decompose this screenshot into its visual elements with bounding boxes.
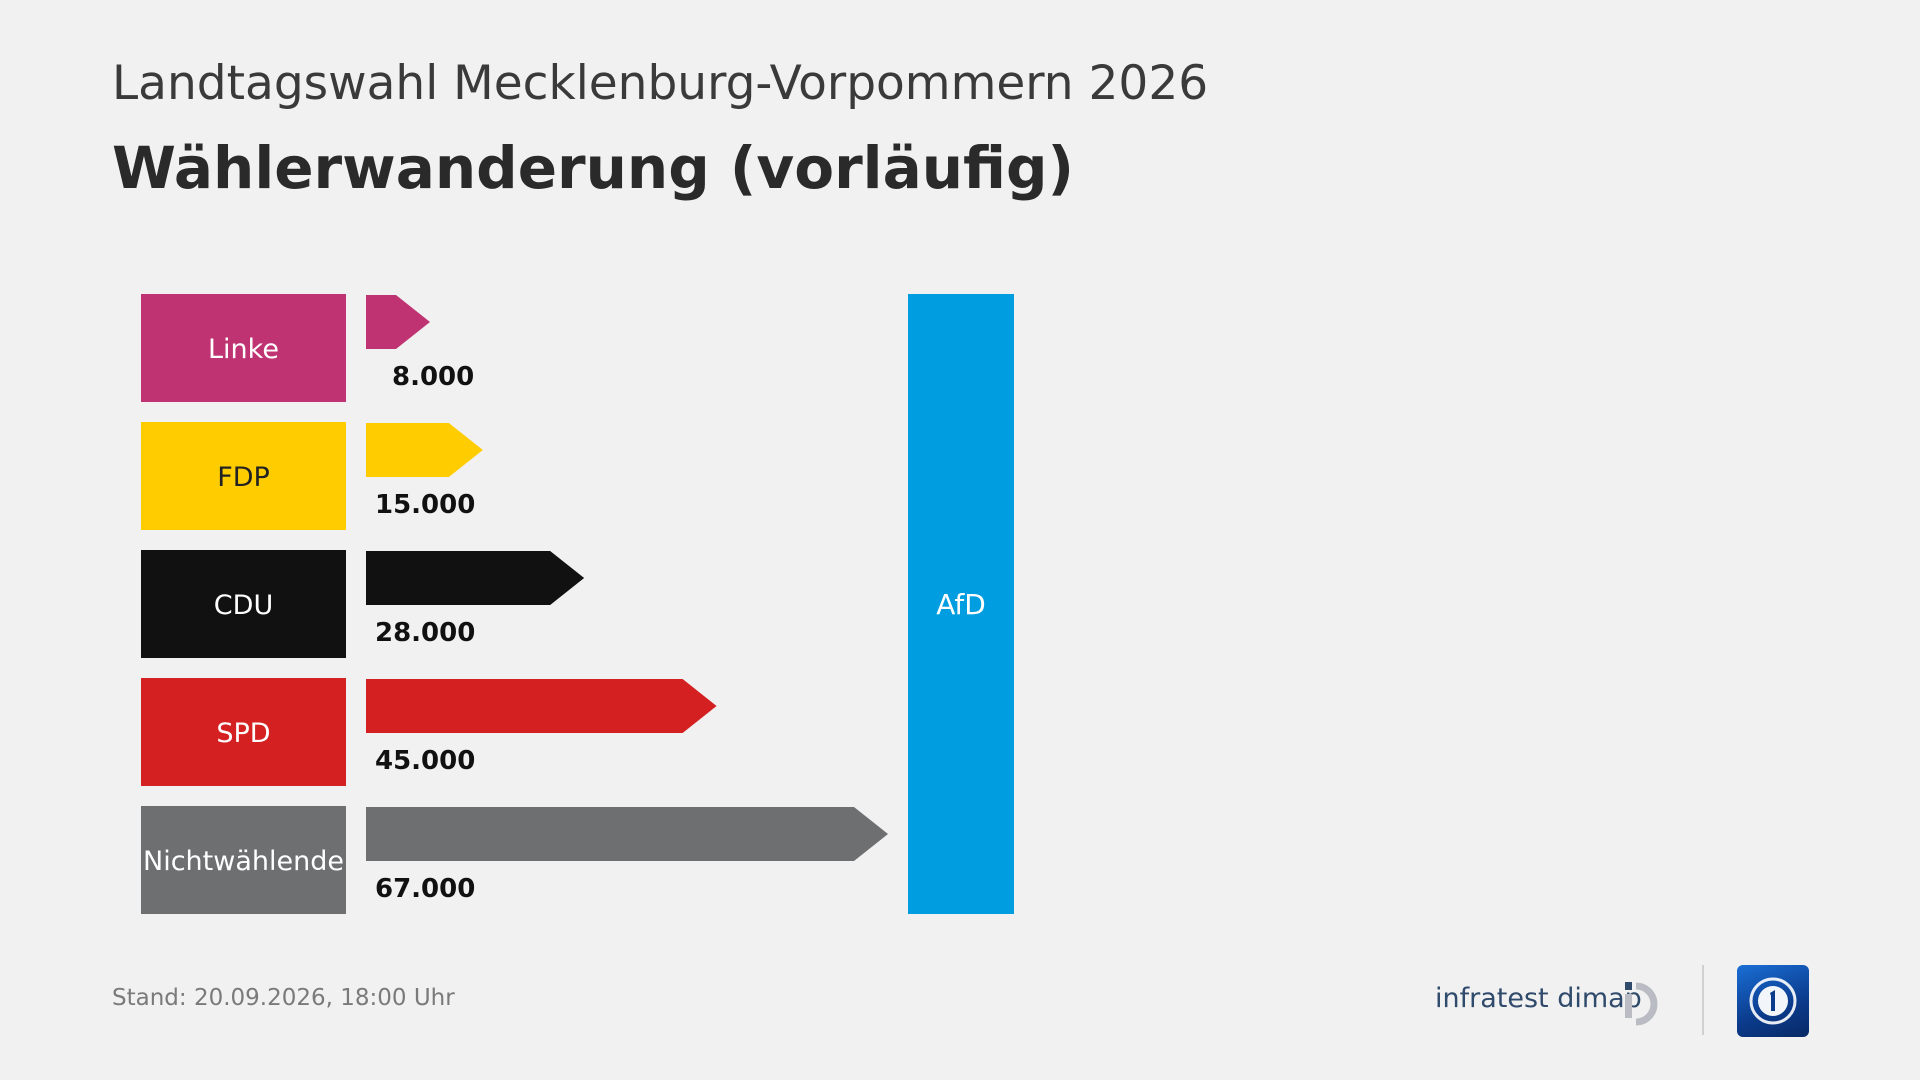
party-label-nichtwaehlende: Nichtwählende — [143, 846, 344, 877]
flow-arrow-linke — [366, 295, 430, 349]
timestamp-label: Stand: 20.09.2026, 18:00 Uhr — [112, 985, 455, 1011]
value-label-fdp: 15.000 — [375, 490, 475, 520]
value-label-cdu: 28.000 — [375, 618, 475, 648]
party-label-spd: SPD — [216, 718, 270, 749]
chart-title: Wählerwanderung (vorläufig) — [112, 134, 1075, 202]
value-label-nichtwaehlende: 67.000 — [375, 874, 475, 904]
party-label-cdu: CDU — [214, 590, 273, 621]
party-box-spd — [141, 678, 346, 786]
party-label-fdp: FDP — [217, 462, 270, 493]
infratest-dimap-logo-icon — [1625, 982, 1658, 1026]
party-box-linke — [141, 294, 346, 402]
party-box-cdu — [141, 550, 346, 658]
flow-arrow-fdp — [366, 423, 483, 477]
party-box-fdp — [141, 422, 346, 530]
flow-arrow-spd — [366, 679, 717, 733]
flow-arrow-nichtwaehlende — [366, 807, 888, 861]
brand-name: infratest dimap — [1435, 983, 1642, 1014]
footer-divider — [1702, 965, 1704, 1035]
party-box-nichtwaehlende — [141, 806, 346, 914]
flow-arrow-cdu — [366, 551, 585, 605]
value-label-linke: 8.000 — [392, 362, 474, 392]
tagesschau-logo-icon — [1737, 965, 1809, 1037]
chart-supertitle: Landtagswahl Mecklenburg-Vorpommern 2026 — [112, 56, 1209, 111]
party-label-linke: Linke — [208, 334, 279, 365]
value-label-spd: 45.000 — [375, 746, 475, 776]
target-label-afd: AfD — [936, 588, 986, 621]
target-bar-afd — [908, 294, 1014, 914]
